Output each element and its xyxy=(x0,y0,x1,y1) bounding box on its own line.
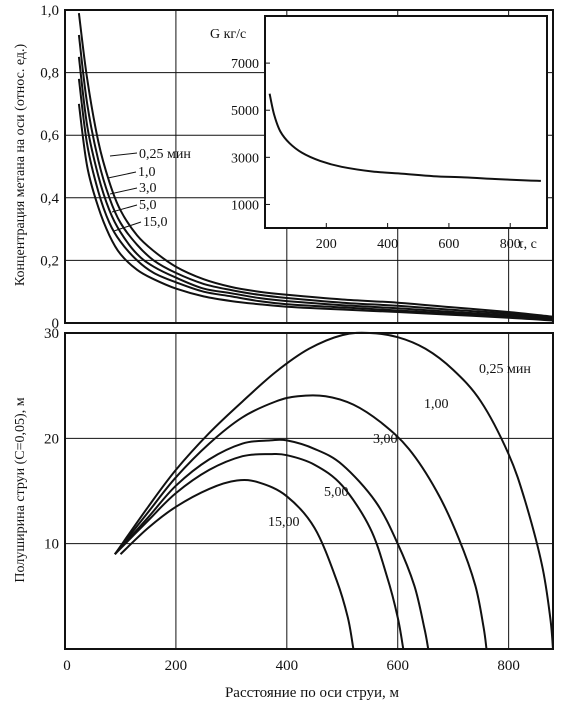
bottom-series-line-2 xyxy=(114,438,430,650)
top-y-tick-label: 0 xyxy=(52,316,60,332)
top-y-tick-label: 0,8 xyxy=(40,66,59,82)
bottom-series-line-4 xyxy=(119,478,355,650)
bottom-y-tick-label: 20 xyxy=(44,431,59,447)
inset-ticks: 1000 3000 5000 7000 200 400 600 800 xyxy=(231,57,521,252)
bottom-plot-frame xyxy=(64,332,554,650)
leader-5-0 xyxy=(111,204,138,213)
top-series-line-4 xyxy=(77,103,554,322)
x-tick-label: 600 xyxy=(386,658,409,674)
leader-15-0 xyxy=(113,221,142,232)
top-y-tick-label: 0,2 xyxy=(40,253,59,269)
bottom-label-15-00: 15,00 xyxy=(268,515,300,530)
bottom-ticks: 0 200 400 600 800 10 20 30 xyxy=(44,326,520,674)
bottom-series-line-3 xyxy=(114,452,405,650)
x-axis-label: Расстояние по оси струи, м xyxy=(225,685,400,701)
inset-y-tick-label: 3000 xyxy=(231,151,259,166)
inset-chart: 1000 3000 5000 7000 200 400 600 800 G кг/с τ, с xyxy=(210,15,548,252)
top-y-axis-label: Концентрация метана на оси (относ. ед.) xyxy=(13,44,28,287)
top-series-line-3 xyxy=(77,78,554,321)
bottom-label-5-00: 5,00 xyxy=(324,485,349,500)
top-y-tick-label: 1,0 xyxy=(40,3,59,19)
bottom-label-1-00: 1,00 xyxy=(424,397,449,412)
bottom-label-0-25: 0,25 мин xyxy=(479,362,531,377)
x-tick-label: 800 xyxy=(497,658,520,674)
top-ticks: 00,20,40,60,81,0мин xyxy=(40,3,60,332)
top-label-5-0: 5,0 xyxy=(139,198,157,213)
inset-y-tick-label: 7000 xyxy=(231,57,259,72)
top-y-tick-label: 0,6 xyxy=(40,128,59,144)
inset-y-tick-label: 5000 xyxy=(231,104,259,119)
bottom-series-labels: 0,25 мин 1,00 3,00 5,00 15,00 xyxy=(268,362,531,530)
bottom-series-group xyxy=(114,331,554,650)
bottom-series-line-0 xyxy=(114,331,554,650)
bottom-grid xyxy=(65,333,553,649)
inset-series-group xyxy=(268,93,541,182)
top-label-1-0: 1,0 xyxy=(138,165,156,180)
top-label-15-0: 15,0 xyxy=(143,215,168,230)
bottom-panel: 0 200 400 600 800 10 20 30 0,25 мин 1,00 3,00 5… xyxy=(13,326,554,674)
top-y-tick-label: 0,4 xyxy=(40,191,59,207)
top-series-line-2 xyxy=(77,56,554,321)
bottom-y-tick-label: 30 xyxy=(44,326,59,342)
inset-x-tick-label: 200 xyxy=(316,237,337,252)
leader-3-0 xyxy=(109,187,138,195)
top-label-3-0: 3,0 xyxy=(139,181,157,196)
leader-0-25 xyxy=(109,152,138,157)
bottom-y-axis-label: Полуширина струи (С=0,05), м xyxy=(13,397,28,582)
inset-title: G кг/с xyxy=(210,27,246,42)
top-series-line-0 xyxy=(77,12,554,318)
bottom-y-tick-label: 10 xyxy=(44,537,59,553)
inset-series-line xyxy=(268,93,541,182)
x-tick-label: 200 xyxy=(165,658,188,674)
inset-y-tick-label: 1000 xyxy=(231,198,259,213)
inset-x-tick-label: 400 xyxy=(377,237,398,252)
top-series-group xyxy=(77,12,554,322)
leader-1-0 xyxy=(107,171,137,179)
inset-x-tick-label: 800 xyxy=(500,237,521,252)
top-plot-frame xyxy=(64,9,554,324)
inset-x-tick-label: 600 xyxy=(438,237,459,252)
x-tick-label: 0 xyxy=(63,658,71,674)
top-series-labels: 0,25 мин 1,0 3,0 5,0 15,0 xyxy=(107,147,191,232)
x-tick-label: 400 xyxy=(276,658,299,674)
bottom-label-3-00: 3,00 xyxy=(373,432,398,447)
inset-frame xyxy=(264,15,548,229)
top-label-0-25: 0,25 мин xyxy=(139,147,191,162)
bottom-series-line-1 xyxy=(114,394,488,650)
top-panel: 00,20,40,60,81,0мин 0,25 мин 1,0 3,0 5,0… xyxy=(13,3,554,332)
top-series-line-1 xyxy=(77,34,554,320)
inset-x-label: τ, с xyxy=(518,237,537,252)
